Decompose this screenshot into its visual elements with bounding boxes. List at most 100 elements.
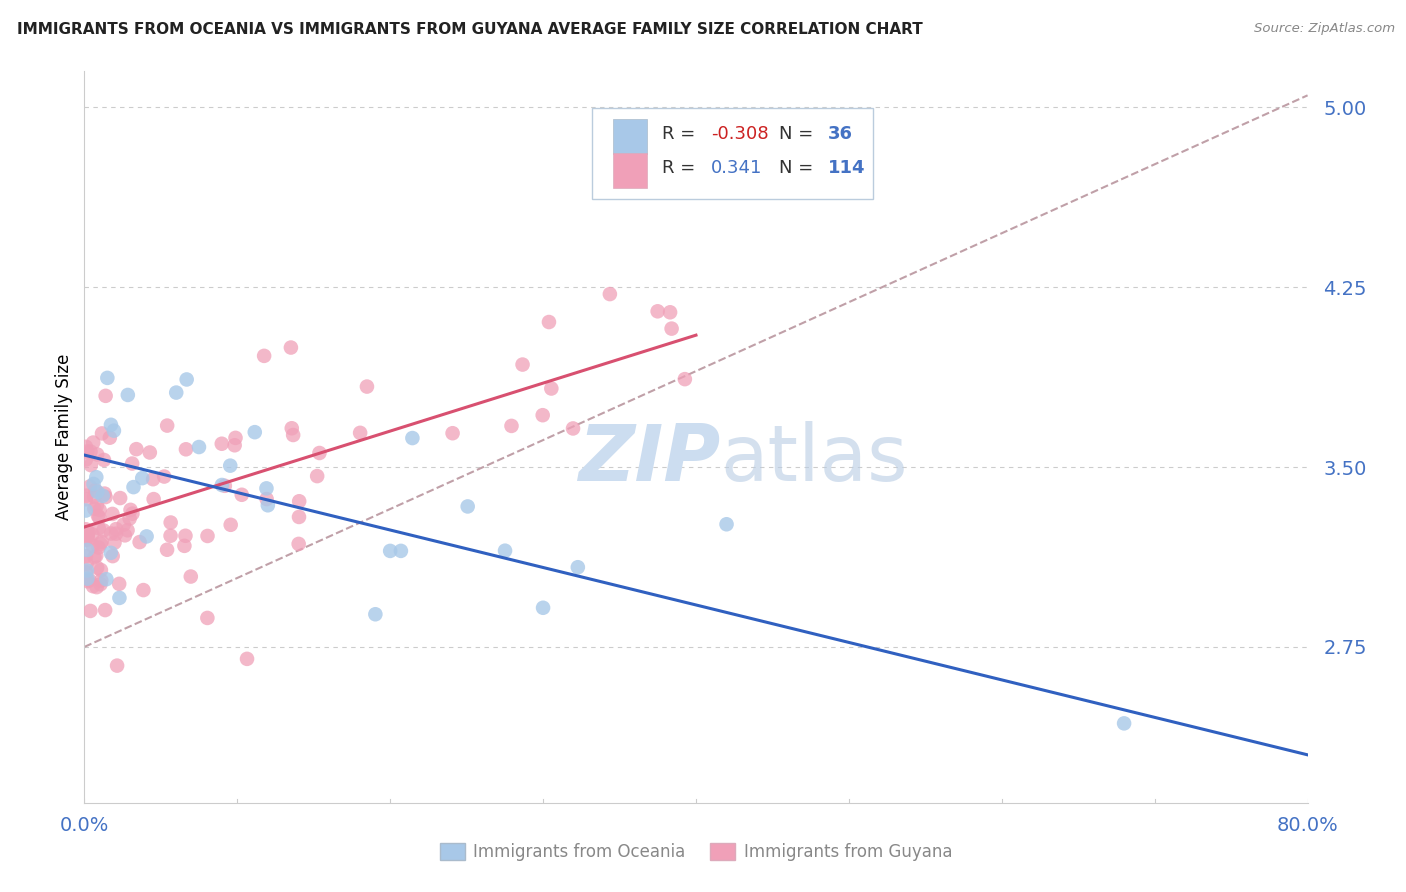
Point	[659, 305, 682, 319]
Point	[75, 549, 97, 564]
Point	[307, 469, 329, 483]
Point	[82, 435, 104, 450]
Point	[257, 498, 280, 512]
Point	[197, 529, 219, 543]
Point	[82, 579, 104, 593]
Text: atlas: atlas	[720, 421, 908, 497]
Point	[118, 511, 141, 525]
Point	[87, 508, 110, 523]
Point	[567, 560, 589, 574]
Point	[79, 444, 101, 458]
Point	[114, 528, 136, 542]
Point	[562, 421, 585, 435]
Point	[83, 501, 105, 516]
Point	[283, 428, 305, 442]
Point	[75, 533, 97, 547]
Point	[537, 315, 560, 329]
Point	[100, 526, 122, 541]
Point	[84, 549, 107, 563]
Point	[224, 438, 246, 452]
Point	[256, 491, 278, 506]
Point	[83, 550, 105, 565]
Text: 114: 114	[828, 159, 866, 178]
Point	[112, 517, 135, 532]
FancyBboxPatch shape	[613, 153, 647, 188]
Point	[132, 583, 155, 598]
Point	[98, 431, 121, 445]
Point	[128, 535, 150, 549]
Point	[91, 426, 114, 441]
Point	[94, 490, 117, 504]
Point	[93, 524, 115, 538]
Point	[89, 510, 111, 524]
Point	[647, 304, 669, 318]
Point	[86, 499, 108, 513]
Point	[224, 431, 246, 445]
Point	[103, 535, 125, 549]
Point	[494, 543, 516, 558]
Point	[108, 577, 131, 591]
Point	[91, 489, 114, 503]
Point	[121, 507, 143, 521]
Point	[356, 379, 378, 393]
Point	[86, 485, 108, 500]
Point	[76, 528, 98, 542]
Legend: Immigrants from Oceania, Immigrants from Guyana: Immigrants from Oceania, Immigrants from…	[433, 836, 959, 868]
Point	[142, 492, 165, 507]
Point	[89, 503, 111, 517]
Point	[96, 572, 118, 586]
Point	[156, 418, 179, 433]
Point	[79, 604, 101, 618]
Point	[364, 607, 387, 622]
Point	[105, 526, 128, 541]
Point	[101, 549, 124, 563]
Point	[401, 431, 423, 445]
Point	[77, 533, 100, 547]
Point	[83, 477, 105, 491]
Point	[82, 539, 104, 553]
Point	[120, 503, 142, 517]
Point	[80, 458, 103, 472]
Point	[389, 544, 412, 558]
Point	[380, 544, 402, 558]
Point	[253, 349, 276, 363]
Point	[90, 563, 112, 577]
Point	[94, 389, 117, 403]
Point	[117, 388, 139, 402]
Point	[89, 577, 111, 591]
Point	[599, 287, 621, 301]
Point	[108, 591, 131, 605]
Point	[231, 488, 253, 502]
Point	[77, 525, 100, 540]
Point	[75, 492, 97, 507]
Text: R =: R =	[662, 159, 700, 178]
Point	[287, 537, 309, 551]
Point	[139, 445, 162, 459]
Point	[512, 358, 534, 372]
Point	[176, 372, 198, 386]
Point	[457, 500, 479, 514]
Point	[82, 527, 104, 541]
Point	[90, 574, 112, 588]
Point	[531, 408, 554, 422]
Point	[1114, 716, 1136, 731]
Point	[121, 457, 143, 471]
Point	[93, 486, 115, 500]
Point	[153, 469, 176, 483]
Point	[673, 372, 696, 386]
Point	[125, 442, 148, 457]
Text: IMMIGRANTS FROM OCEANIA VS IMMIGRANTS FROM GUYANA AVERAGE FAMILY SIZE CORRELATIO: IMMIGRANTS FROM OCEANIA VS IMMIGRANTS FR…	[17, 22, 922, 37]
Point	[94, 603, 117, 617]
Text: Source: ZipAtlas.com: Source: ZipAtlas.com	[1254, 22, 1395, 36]
Point	[76, 572, 98, 586]
Point	[83, 490, 105, 504]
Point	[219, 458, 242, 473]
Text: ZIP: ZIP	[578, 421, 720, 497]
Point	[135, 529, 157, 543]
Text: R =: R =	[662, 125, 700, 143]
Point	[142, 472, 165, 486]
Point	[174, 442, 197, 457]
Y-axis label: Average Family Size: Average Family Size	[55, 354, 73, 520]
Point	[219, 517, 242, 532]
Point	[76, 574, 98, 589]
